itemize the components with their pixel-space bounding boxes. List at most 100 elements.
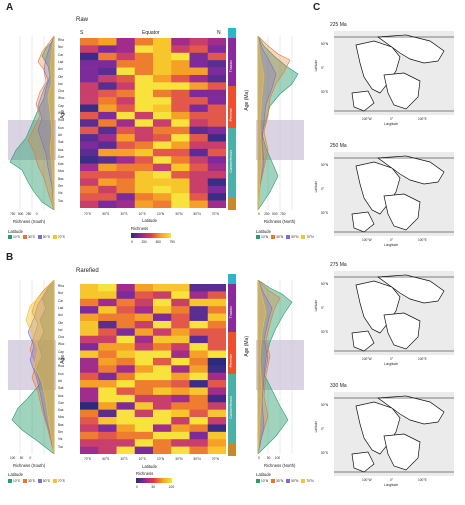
- heatmap-cell: [189, 439, 209, 447]
- map-y-tick: 50°N: [321, 163, 329, 167]
- heatmap-cell: [189, 148, 209, 157]
- heatmap-cell: [98, 45, 117, 54]
- lat-legend-north-b: 10°N 30°N 50°N 70°N: [256, 479, 314, 484]
- map-x-tick: 0°: [390, 238, 394, 242]
- heatmap-cell: [171, 193, 190, 201]
- panel-b-letter: B: [6, 252, 14, 263]
- heatmap-cell: [171, 394, 190, 403]
- richness-colorbar-b: [136, 478, 172, 483]
- heatmap-cell: [98, 193, 117, 201]
- heatmap-cell: [153, 402, 172, 410]
- heatmap-cell: [171, 74, 190, 83]
- heatmap-cell: [98, 38, 117, 46]
- heatmap-cell: [207, 111, 226, 120]
- legend-item: 70°N: [301, 235, 314, 240]
- heatmap-cell: [98, 104, 117, 113]
- heatmap-cell: [98, 298, 117, 307]
- heatmap-cell: [116, 60, 136, 68]
- heatmap-cell: [207, 313, 226, 322]
- heatmap-cell: [116, 89, 136, 98]
- heatmap-cell: [189, 431, 209, 440]
- lat-legend-title-south-a: Latitude: [8, 229, 23, 234]
- heatmap-cell: [80, 74, 99, 83]
- heatmap-cell: [171, 350, 190, 359]
- heatmap-cell: [80, 134, 99, 142]
- heatmap-cell: [134, 335, 154, 344]
- heatmap-cell: [189, 446, 209, 454]
- heatmap-cell: [80, 178, 99, 187]
- heatmap-cell: [189, 409, 209, 418]
- heatmap-cell: [171, 357, 190, 366]
- heatmap-cell: [116, 284, 136, 292]
- heatmap-cell: [171, 67, 190, 76]
- heatmap-cell: [171, 402, 190, 410]
- heatmap-cell: [98, 119, 117, 127]
- heatmap-cell: [98, 320, 117, 329]
- heatmap-cell: [189, 357, 209, 366]
- heatmap-cell: [116, 402, 136, 410]
- heatmap-cell: [134, 111, 154, 120]
- age-ma-label-b: Age (Ma): [244, 336, 250, 357]
- heatmap-cell: [171, 171, 190, 179]
- map-x-tick: 100°W: [362, 478, 372, 482]
- age-title-b: Age: [60, 355, 66, 364]
- heatmap-cell: [207, 38, 226, 46]
- heatmap-cell: [116, 394, 136, 403]
- lat-legend-title-north-a: Latitude: [256, 229, 271, 234]
- heatmap-cell: [153, 185, 172, 194]
- period-segment: [228, 28, 236, 38]
- heatmap-cell: [116, 291, 136, 300]
- heatmap-cell: [116, 320, 136, 329]
- south-profile-a: [8, 36, 56, 210]
- heatmap-cell: [171, 185, 190, 194]
- heatmap-cell: [153, 60, 172, 68]
- heatmap-cell: [116, 163, 136, 172]
- stage-label: Gze: [58, 400, 64, 405]
- heatmap-cell: [207, 185, 226, 194]
- heatmap-cell: [189, 38, 209, 46]
- heatmap-cell: [189, 200, 209, 208]
- heatmap-cell: [171, 156, 190, 164]
- heatmap-cell: [80, 45, 99, 54]
- heatmap-cell: [116, 298, 136, 307]
- profile-10s: [9, 36, 55, 210]
- legend-item: 50°S: [37, 235, 50, 240]
- heatmap-cell: [134, 357, 154, 366]
- heatmap-cell: [171, 343, 190, 351]
- heatmap-cell: [189, 402, 209, 410]
- map-y-tick: 50°N: [321, 282, 329, 286]
- heatmap-cell: [153, 104, 172, 113]
- legend-item: 50°N: [286, 479, 298, 484]
- period-bar-b: [228, 274, 236, 456]
- age-ma-label-a: Age (Ma): [244, 90, 250, 111]
- heatmap-cell: [171, 291, 190, 300]
- heatmap-cell: [171, 313, 190, 322]
- stage-label: Tou: [58, 444, 64, 449]
- heatmap-cell: [171, 298, 190, 307]
- lat-legend-north-a: 10°N 30°N 50°N 70°N: [256, 235, 314, 240]
- period-segment: [228, 198, 236, 210]
- heatmap-cell: [98, 89, 117, 98]
- map-x-tick: 100°W: [362, 357, 372, 361]
- heatmap-cell: [153, 82, 172, 91]
- heatmap-cell: [116, 350, 136, 359]
- heatmap-cell: [98, 52, 117, 61]
- heatmap-cell: [189, 328, 209, 337]
- stage-label: Rha: [58, 284, 64, 288]
- heatmap-cell: [116, 431, 136, 440]
- lat-legend-title-south-b: Latitude: [8, 472, 23, 477]
- heatmap-cell: [207, 134, 226, 142]
- heatmap-cell: [80, 446, 99, 454]
- heatmap-cell: [189, 298, 209, 307]
- heatmap-cell: [207, 200, 226, 208]
- heatmap-cell: [134, 52, 154, 61]
- heatmap-cell: [189, 141, 209, 150]
- legend-item: 10°S: [8, 235, 20, 240]
- heatmap-cell: [207, 178, 226, 187]
- heatmap-cell: [134, 89, 154, 98]
- heatmap-cell: [171, 306, 190, 314]
- heatmap-cell: [80, 82, 99, 91]
- heatmap-cell: [171, 417, 190, 425]
- heatmap-cell: [171, 372, 190, 381]
- map-plot-area: [334, 271, 454, 355]
